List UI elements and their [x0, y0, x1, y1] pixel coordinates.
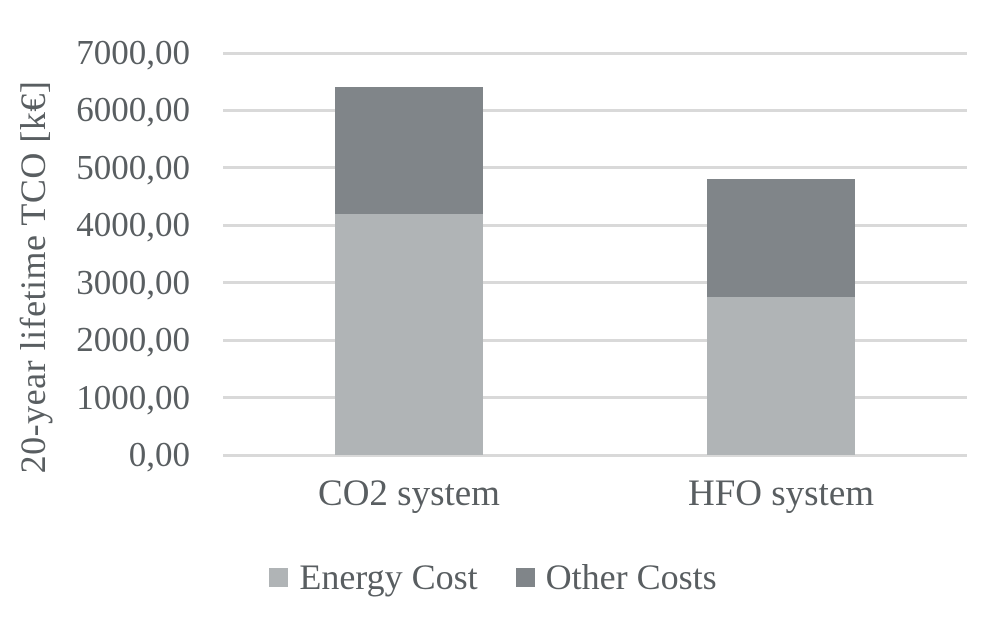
gridline-5000 — [223, 166, 967, 170]
gridline-2000 — [223, 338, 967, 342]
y-tick-label-1000: 1000,00 — [76, 377, 190, 417]
plot-area — [223, 51, 967, 457]
bar-segment-other-costs — [335, 87, 483, 214]
y-tick-label-6000: 6000,00 — [76, 90, 190, 130]
gridline-0 — [223, 453, 967, 457]
gridline-4000 — [223, 223, 967, 227]
y-tick-label-3000: 3000,00 — [76, 262, 190, 302]
legend: Energy Cost Other Costs — [0, 556, 986, 598]
gridline-7000 — [223, 51, 967, 55]
legend-swatch-icon — [515, 567, 535, 587]
bar-segment-energy-cost — [335, 213, 483, 455]
y-tick-label-2000: 2000,00 — [76, 320, 190, 360]
legend-item-energy-cost: Energy Cost — [269, 556, 478, 598]
legend-label: Other Costs — [545, 557, 717, 597]
bar-hfo-system — [707, 179, 855, 455]
bar-segment-other-costs — [707, 179, 855, 298]
legend-item-other-costs: Other Costs — [515, 556, 717, 598]
gridline-6000 — [223, 108, 967, 112]
gridline-3000 — [223, 281, 967, 285]
x-category-label-hfo-system: HFO system — [687, 473, 875, 514]
legend-label: Energy Cost — [299, 557, 478, 597]
y-tick-label-7000: 7000,00 — [76, 33, 190, 72]
y-tick-label-5000: 5000,00 — [76, 147, 190, 187]
legend-swatch-icon — [269, 567, 289, 587]
bar-co2-system — [335, 87, 483, 455]
y-tick-label-4000: 4000,00 — [76, 205, 190, 245]
gridline-1000 — [223, 396, 967, 400]
y-tick-label-0: 0,00 — [128, 435, 190, 474]
x-category-label-co2-system: CO2 system — [318, 473, 500, 514]
bar-segment-energy-cost — [707, 297, 855, 455]
